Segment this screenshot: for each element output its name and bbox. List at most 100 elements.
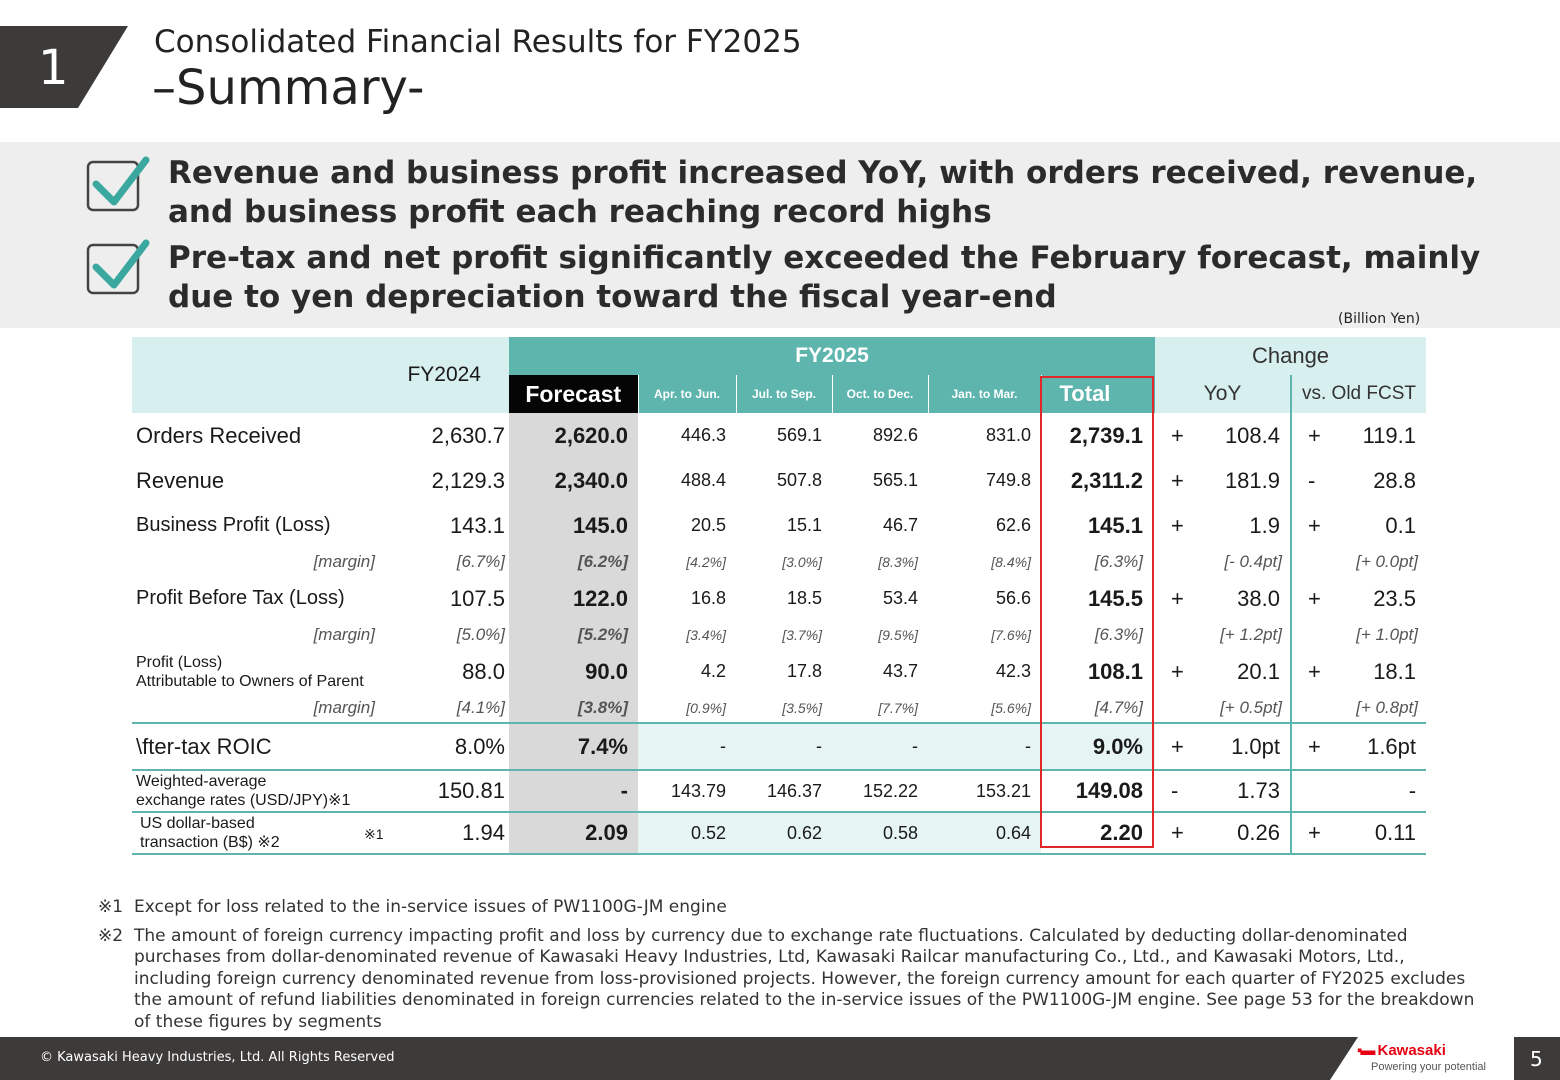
cell-q4: 153.21 (928, 770, 1041, 813)
cell-total: 145.1 (1087, 512, 1143, 538)
header-q1: Apr. to Jun. (638, 375, 737, 413)
cell-yoy: +1.0pt (1155, 723, 1292, 771)
footnote-2: ※2 The amount of foreign currency impact… (98, 925, 1475, 1032)
cell-q3: 0.58 (832, 812, 928, 855)
cell-forecast: 2,340.0 (509, 458, 638, 503)
cell-fy2024: 2,630.7 (431, 422, 505, 448)
row-label: Weighted-average exchange rates (USD/JPY)… (132, 770, 411, 813)
cell-vs-old: [+ 0.8pt] (1291, 694, 1427, 724)
cell-q3: 46.7 (882, 515, 918, 535)
cell-fy2024: 150.81 (411, 770, 509, 813)
cell-q4: [8.4%] (991, 554, 1031, 570)
cell-yoy: +108.4 (1155, 413, 1292, 458)
cell-q4: 62.6 (995, 515, 1031, 535)
cell-fy2024: [5.0%] (456, 625, 505, 644)
cell-yoy: +181.9 (1155, 458, 1292, 503)
cell-q2: [3.0%] (782, 554, 822, 570)
header-q2: Jul. to Sep. (736, 375, 833, 413)
financial-results-table: FY2024 FY2025 Change Forecast Apr. to Ju… (132, 337, 1427, 855)
cell-vs-old: [+ 0.0pt] (1356, 552, 1419, 571)
cell-q1: [4.2%] (686, 554, 726, 570)
row-label: Profit (Loss) Attributable to Owners of P… (136, 653, 364, 690)
cell-yoy: +20.1 (1155, 649, 1292, 694)
row-label: \fter-tax ROIC (132, 723, 411, 771)
cell-yoy: +38.0 (1155, 576, 1292, 621)
cell-vs-old: - (1291, 770, 1427, 813)
cell-total: 149.08 (1041, 770, 1155, 813)
row-label: [margin] (132, 694, 411, 724)
table-row-profit-before-tax-margin: [margin] [5.0%] [5.2%] [3.4%] [3.7%] [9.… (132, 621, 1426, 649)
cell-q1: 20.5 (690, 515, 726, 535)
header-yoy: YoY (1155, 375, 1292, 413)
cell-total: [6.3%] (1094, 552, 1143, 571)
cell-q4: [7.6%] (991, 627, 1031, 643)
cell-q3: 892.6 (872, 425, 918, 445)
highlight-2: Pre-tax and net profit significantly exc… (168, 240, 1481, 315)
table-row-orders-received: Orders Received 2,630.7 2,620.0 446.3 56… (132, 413, 1426, 458)
page-number: 5 (1530, 1047, 1543, 1071)
cell-q2: 507.8 (776, 470, 822, 490)
cell-vs-old: +119.1 (1308, 422, 1417, 448)
row-label: Orders Received (136, 422, 302, 448)
cell-q4: 42.3 (995, 661, 1031, 681)
unit-label: (Billion Yen) (1338, 311, 1421, 327)
cell-q4: 749.8 (985, 470, 1031, 490)
cell-total: 9.0% (1041, 723, 1155, 771)
cell-q3: 53.4 (882, 588, 918, 608)
cell-vs-old: [+ 1.0pt] (1356, 625, 1419, 644)
cell-yoy: [+ 0.5pt] (1155, 694, 1292, 724)
cell-q3: [7.7%] (832, 694, 928, 724)
cell-total: 2,739.1 (1069, 422, 1143, 448)
table-row-business-profit: Business Profit (Loss) 143.1 145.0 20.5 … (132, 503, 1426, 548)
cell-forecast: 2,620.0 (509, 413, 638, 458)
table-row-net-profit: Profit (Loss) Attributable to Owners of P… (132, 649, 1426, 694)
cell-forecast: [5.2%] (509, 621, 638, 649)
cell-q2: [3.5%] (736, 694, 832, 724)
cell-q2: - (736, 723, 832, 771)
cell-total: 108.1 (1087, 658, 1143, 684)
cell-vs-old: +23.5 (1308, 585, 1417, 611)
table-row-profit-before-tax: Profit Before Tax (Loss) 107.5 122.0 16.… (132, 576, 1426, 621)
cell-q2: 146.37 (736, 770, 832, 813)
cell-q2: [3.7%] (782, 627, 822, 643)
cell-q3: [8.3%] (878, 554, 918, 570)
cell-fy2024: 107.5 (449, 585, 505, 611)
row-label: Revenue (136, 467, 225, 493)
cell-fy2024: 143.1 (449, 512, 505, 538)
cell-q3: 565.1 (872, 470, 918, 490)
cell-q2: 17.8 (786, 661, 822, 681)
cell-q3: 152.22 (832, 770, 928, 813)
cell-forecast: [3.8%] (509, 694, 638, 724)
header-fy2025: FY2025 (509, 337, 1155, 375)
cell-q1: 16.8 (690, 588, 726, 608)
table-row-usd-transaction: US dollar-based transaction (B$) ※2 ※1 1.… (132, 812, 1427, 855)
cell-q4: 831.0 (985, 425, 1031, 445)
cell-q3: [9.5%] (878, 627, 918, 643)
cell-total: 2,311.2 (1070, 467, 1143, 493)
header-row-2: Forecast Apr. to Jun. Jul. to Sep. Oct. … (132, 375, 1427, 413)
cell-q4: [5.6%] (928, 694, 1041, 724)
cell-q4: 0.64 (928, 812, 1041, 855)
row-label: [margin] (313, 625, 375, 644)
footer-bar (0, 1037, 1560, 1080)
footnotes: ※1 Except for loss related to the in-ser… (98, 897, 1478, 1040)
cell-total: [4.7%] (1041, 694, 1155, 724)
logo-tagline: Powering your potential (1371, 1061, 1486, 1073)
cell-q1: 4.2 (700, 661, 726, 681)
cell-q1: 488.4 (680, 470, 726, 490)
kawasaki-logo (1330, 1037, 1514, 1080)
cell-forecast: 2.09 (509, 812, 638, 855)
cell-forecast: 122.0 (509, 576, 638, 621)
table-row-roic: \fter-tax ROIC 8.0% 7.4% - - - - 9.0% +1… (132, 723, 1427, 771)
footnote-1: ※1 Except for loss related to the in-ser… (98, 897, 727, 917)
cell-q3: 43.7 (882, 661, 918, 681)
highlights-band (0, 142, 1560, 328)
header-q4: Jan. to Mar. (928, 375, 1042, 413)
cell-q1: [3.4%] (686, 627, 726, 643)
row-label: Business Profit (Loss) (136, 514, 331, 536)
cell-fy2024: 88.0 (462, 658, 505, 684)
cell-fy2024: 1.94 (411, 812, 509, 855)
cell-q1: - (638, 723, 736, 771)
cell-forecast: 145.0 (509, 503, 638, 548)
table-row-revenue: Revenue 2,129.3 2,340.0 488.4 507.8 565.… (132, 458, 1426, 503)
